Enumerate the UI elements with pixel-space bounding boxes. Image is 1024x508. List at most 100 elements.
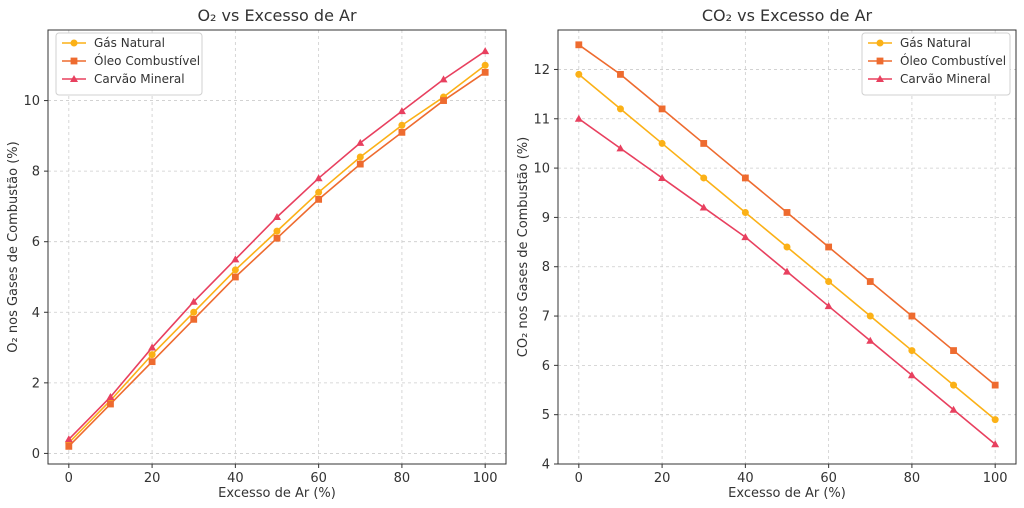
legend-swatch-marker xyxy=(876,57,884,65)
y-tick-label: 10 xyxy=(23,94,40,109)
x-tick-label: 20 xyxy=(654,471,671,486)
legend-box xyxy=(55,32,203,96)
grid xyxy=(48,30,506,464)
data-point xyxy=(783,209,791,216)
y-tick-label: 12 xyxy=(533,63,550,78)
data-point xyxy=(783,267,791,275)
data-point xyxy=(148,358,156,366)
legend-swatch-marker xyxy=(70,39,78,47)
data-point xyxy=(356,153,364,161)
x-tick-label: 40 xyxy=(737,471,754,486)
data-point xyxy=(824,302,833,310)
data-point xyxy=(991,416,999,424)
data-point xyxy=(658,139,666,147)
data-point xyxy=(741,208,749,216)
data-point xyxy=(315,195,323,203)
x-tick-label: 100 xyxy=(473,471,498,486)
y-tick-label: 4 xyxy=(32,306,40,321)
y-tick-label: 8 xyxy=(542,260,550,275)
data-point xyxy=(65,442,73,450)
data-point xyxy=(314,174,323,182)
data-point xyxy=(658,173,667,181)
legend-entry: Óleo Combustível xyxy=(900,53,1006,68)
y-tick-label: 5 xyxy=(542,408,550,423)
chart-title: O₂ vs Excesso de Ar xyxy=(197,6,357,25)
data-point xyxy=(398,121,406,129)
data-point xyxy=(190,308,198,316)
data-point xyxy=(148,343,157,351)
y-tick-label: 7 xyxy=(542,310,550,325)
x-tick-label: 80 xyxy=(394,471,411,486)
data-point xyxy=(825,278,833,286)
data-point xyxy=(574,114,583,122)
chart-title: CO₂ vs Excesso de Ar xyxy=(702,6,873,25)
y-tick-label: 2 xyxy=(32,376,40,391)
y-tick-label: 11 xyxy=(533,112,550,127)
data-point xyxy=(231,266,239,274)
data-point xyxy=(658,105,666,113)
data-point xyxy=(908,347,916,355)
y-tick-label: 0 xyxy=(32,447,40,462)
data-point xyxy=(699,203,708,211)
x-axis-label: Excesso de Ar (%) xyxy=(728,486,846,501)
data-point xyxy=(700,174,708,182)
x-tick-label: 100 xyxy=(983,471,1008,486)
legend-entry: Carvão Mineral xyxy=(900,72,991,86)
plot-frame xyxy=(557,29,1017,465)
data-point xyxy=(825,243,833,251)
data-point xyxy=(949,405,958,413)
series-line xyxy=(68,71,486,447)
series-1 xyxy=(575,41,999,389)
data-point xyxy=(741,233,750,241)
x-tick-label: 60 xyxy=(820,471,837,486)
x-axis-label: Excesso de Ar (%) xyxy=(218,486,336,501)
data-point xyxy=(741,174,749,182)
grid xyxy=(558,30,1016,465)
data-point xyxy=(575,41,583,49)
data-point xyxy=(991,381,999,389)
y-tick-label: 8 xyxy=(32,165,40,180)
series-line xyxy=(68,64,486,444)
data-point xyxy=(575,70,583,78)
data-point xyxy=(64,435,73,443)
data-point xyxy=(356,138,365,146)
legend-entry: Gás Natural xyxy=(900,36,971,50)
x-tick-label: 0 xyxy=(575,471,583,486)
y-axis-label: CO₂ nos Gases de Combustão (%) xyxy=(516,137,531,357)
legend: Gás Natural Óleo Combustível Carvão Minera… xyxy=(55,32,203,96)
data-point xyxy=(148,351,156,359)
data-point xyxy=(783,243,791,251)
data-point xyxy=(907,371,916,379)
data-point xyxy=(231,255,240,263)
data-point xyxy=(356,160,364,168)
series-0 xyxy=(65,61,489,447)
data-point xyxy=(866,278,874,285)
y-tick-label: 9 xyxy=(542,211,550,226)
data-point xyxy=(190,315,198,323)
data-point xyxy=(189,297,198,305)
legend-entry: Óleo Combustível xyxy=(94,53,200,68)
data-point xyxy=(908,312,916,320)
data-point xyxy=(866,312,874,320)
plot-frame xyxy=(47,29,507,465)
data-point xyxy=(315,188,323,196)
y-tick-label: 4 xyxy=(542,458,550,473)
legend-entry: Gás Natural xyxy=(94,36,165,50)
data-point xyxy=(616,144,625,152)
y-tick-label: 6 xyxy=(32,235,40,250)
data-point xyxy=(107,400,114,408)
data-point xyxy=(617,70,624,78)
data-point xyxy=(273,227,281,235)
data-point xyxy=(231,273,239,281)
x-tick-label: 80 xyxy=(904,471,921,486)
data-point xyxy=(481,61,489,69)
data-point xyxy=(866,336,875,344)
data-point xyxy=(273,213,281,221)
co2-chart: 0 20 40 60 80 100 4 5 6 7 8 9 10 11 12 CO₂ vs Excesso d… xyxy=(516,6,1017,501)
data-point xyxy=(439,75,448,83)
legend-swatch-marker xyxy=(876,39,884,47)
data-point xyxy=(398,128,406,136)
y-tick-label: 10 xyxy=(533,162,550,177)
series-line xyxy=(68,50,486,440)
